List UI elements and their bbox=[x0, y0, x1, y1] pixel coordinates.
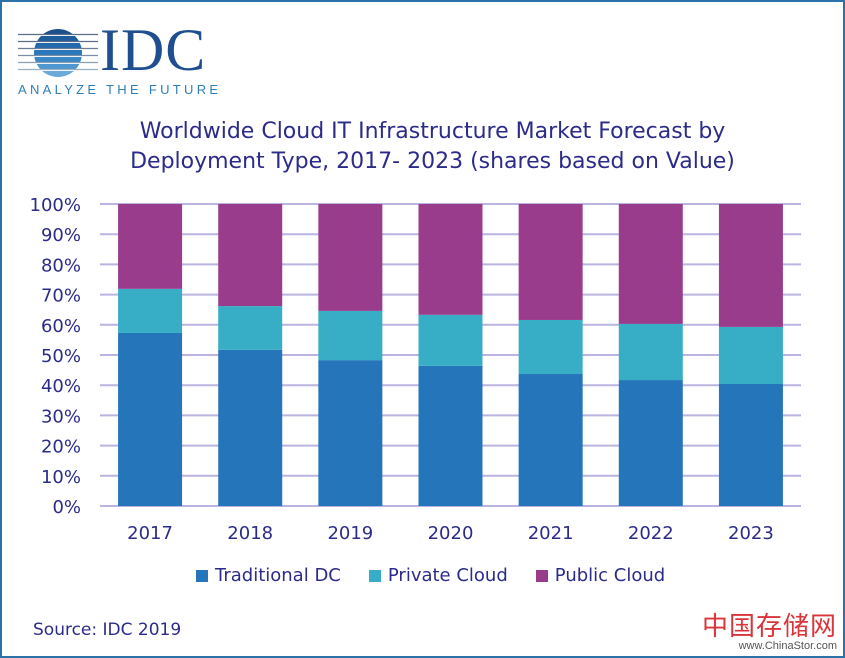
y-axis-ticks: 0% 10% 20% 30% 40% 50% 60% 70% 80% 90% 100% bbox=[30, 195, 81, 518]
bar-segment-traditional-dc bbox=[118, 332, 183, 506]
logo-wordmark: IDC bbox=[100, 17, 207, 83]
bar-segment-public-cloud bbox=[118, 204, 183, 289]
bar-segment-private-cloud bbox=[718, 326, 783, 384]
x-tick-label: 2022 bbox=[628, 523, 674, 544]
legend-swatch-traditional-dc bbox=[196, 569, 208, 582]
source-note: Source: IDC 2019 bbox=[33, 620, 182, 640]
y-tick-label: 80% bbox=[41, 255, 81, 276]
bar-segment-public-cloud bbox=[718, 204, 783, 327]
bar-segment-traditional-dc bbox=[418, 365, 483, 506]
watermark-url: www.ChinaStor.com bbox=[738, 640, 837, 652]
x-tick-label: 2023 bbox=[728, 523, 774, 544]
y-tick-label: 10% bbox=[41, 467, 81, 488]
legend-item-traditional-dc: Traditional DC bbox=[196, 565, 341, 586]
x-tick-label: 2019 bbox=[327, 523, 373, 544]
x-tick-label: 2017 bbox=[127, 523, 173, 544]
legend-item-public-cloud: Public Cloud bbox=[535, 565, 666, 586]
bar-segment-public-cloud bbox=[618, 204, 683, 324]
bar-segment-private-cloud bbox=[118, 288, 183, 333]
bar-segment-private-cloud bbox=[318, 310, 383, 361]
y-tick-label: 100% bbox=[30, 195, 81, 216]
y-tick-label: 60% bbox=[41, 316, 81, 337]
bar-segment-traditional-dc bbox=[218, 349, 283, 506]
bar-segment-public-cloud bbox=[518, 204, 583, 320]
watermark-chinese: 中国存储网 bbox=[701, 612, 837, 642]
bar-segment-traditional-dc bbox=[718, 383, 783, 506]
x-axis-ticks: 2017 2018 2019 2020 2021 2022 2023 bbox=[127, 523, 774, 544]
y-tick-label: 70% bbox=[41, 286, 81, 307]
legend-swatch-private-cloud bbox=[368, 569, 381, 582]
y-tick-label: 90% bbox=[41, 225, 81, 246]
stacked-bar-chart: 0%10%20%30%40%50%60%70%80%90%100% 2017 20… bbox=[30, 195, 801, 544]
y-tick-label: 50% bbox=[41, 346, 81, 367]
bar-segment-public-cloud bbox=[318, 204, 383, 311]
bar-segment-private-cloud bbox=[218, 306, 283, 350]
x-tick-label: 2018 bbox=[227, 523, 273, 544]
bars bbox=[118, 204, 783, 506]
legend-label: Private Cloud bbox=[387, 565, 508, 586]
x-tick-label: 2020 bbox=[428, 523, 474, 544]
chart-title-line-1: Worldwide Cloud IT Infrastructure Market… bbox=[139, 119, 726, 144]
chart-title: Worldwide Cloud IT Infrastructure Market… bbox=[100, 117, 765, 177]
y-tick-label: 30% bbox=[41, 406, 81, 427]
legend-item-private-cloud: Private Cloud bbox=[368, 565, 508, 586]
bar-segment-public-cloud bbox=[218, 204, 283, 307]
y-tick-label: 0% bbox=[52, 497, 81, 518]
x-tick-label: 2021 bbox=[528, 523, 574, 544]
y-tick-label: 20% bbox=[41, 437, 81, 458]
bar-segment-private-cloud bbox=[618, 323, 683, 381]
y-tick-label: 40% bbox=[41, 376, 81, 397]
bar-segment-private-cloud bbox=[518, 319, 583, 375]
legend: Traditional DC Private Cloud Public Clou… bbox=[196, 565, 693, 586]
bar-segment-traditional-dc bbox=[318, 360, 383, 506]
legend-label: Public Cloud bbox=[554, 565, 666, 586]
logo-tagline: ANALYZE THE FUTURE bbox=[18, 82, 222, 97]
bar-segment-private-cloud bbox=[418, 314, 483, 366]
chart-title-line-2: Deployment Type, 2017- 2023 (shares base… bbox=[130, 149, 735, 174]
legend-label: Traditional DC bbox=[215, 565, 341, 586]
bar-segment-traditional-dc bbox=[518, 374, 583, 506]
legend-swatch-public-cloud bbox=[535, 569, 548, 582]
bar-segment-traditional-dc bbox=[618, 380, 683, 506]
idc-logo: IDC ANALYZE THE FUTURE bbox=[16, 20, 218, 98]
globe-icon bbox=[18, 29, 98, 77]
bar-segment-public-cloud bbox=[418, 204, 483, 315]
